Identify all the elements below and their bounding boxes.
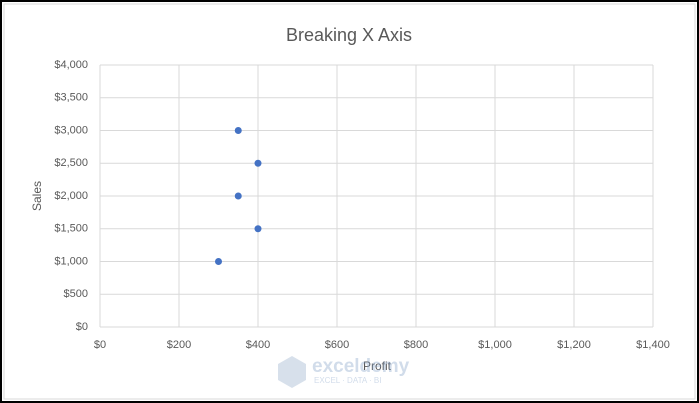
watermark-name: exceldemy xyxy=(312,356,410,377)
point xyxy=(254,225,262,233)
y-tick-label: $2,500 xyxy=(54,157,88,169)
y-tick-label: $0 xyxy=(76,321,88,333)
x-tick-label: $200 xyxy=(167,339,191,351)
x-axis-title: Profit xyxy=(363,359,392,373)
point xyxy=(234,127,242,134)
chart-area-border xyxy=(3,3,696,400)
x-tick-label: $1,400 xyxy=(636,339,670,351)
x-tick-label: $1,000 xyxy=(478,339,512,351)
watermark-logo xyxy=(278,356,306,388)
y-tick-label: $2,000 xyxy=(54,190,88,202)
x-tick-label: $800 xyxy=(404,339,428,351)
x-tick-label: $600 xyxy=(325,339,349,351)
point xyxy=(254,159,262,167)
x-tick-label: $1,200 xyxy=(557,339,591,351)
watermark-tagline: EXCEL · DATA · BI xyxy=(314,376,381,385)
chart-title: Breaking X Axis xyxy=(286,25,412,45)
x-tick-label: $400 xyxy=(246,339,270,351)
watermark: exceldemy EXCEL · DATA · BI xyxy=(278,356,410,388)
point xyxy=(215,258,222,265)
y-tick-label: $500 xyxy=(64,288,88,300)
y-axis-title: Sales xyxy=(30,181,44,211)
y-tick-label: $4,000 xyxy=(54,59,88,71)
y-tick-label: $3,500 xyxy=(54,92,88,104)
y-tick-label: $1,500 xyxy=(54,223,88,235)
point xyxy=(234,192,242,200)
x-tick-label: $0 xyxy=(94,339,106,351)
y-tick-label: $3,000 xyxy=(54,124,88,136)
y-tick-label: $1,000 xyxy=(54,255,88,267)
